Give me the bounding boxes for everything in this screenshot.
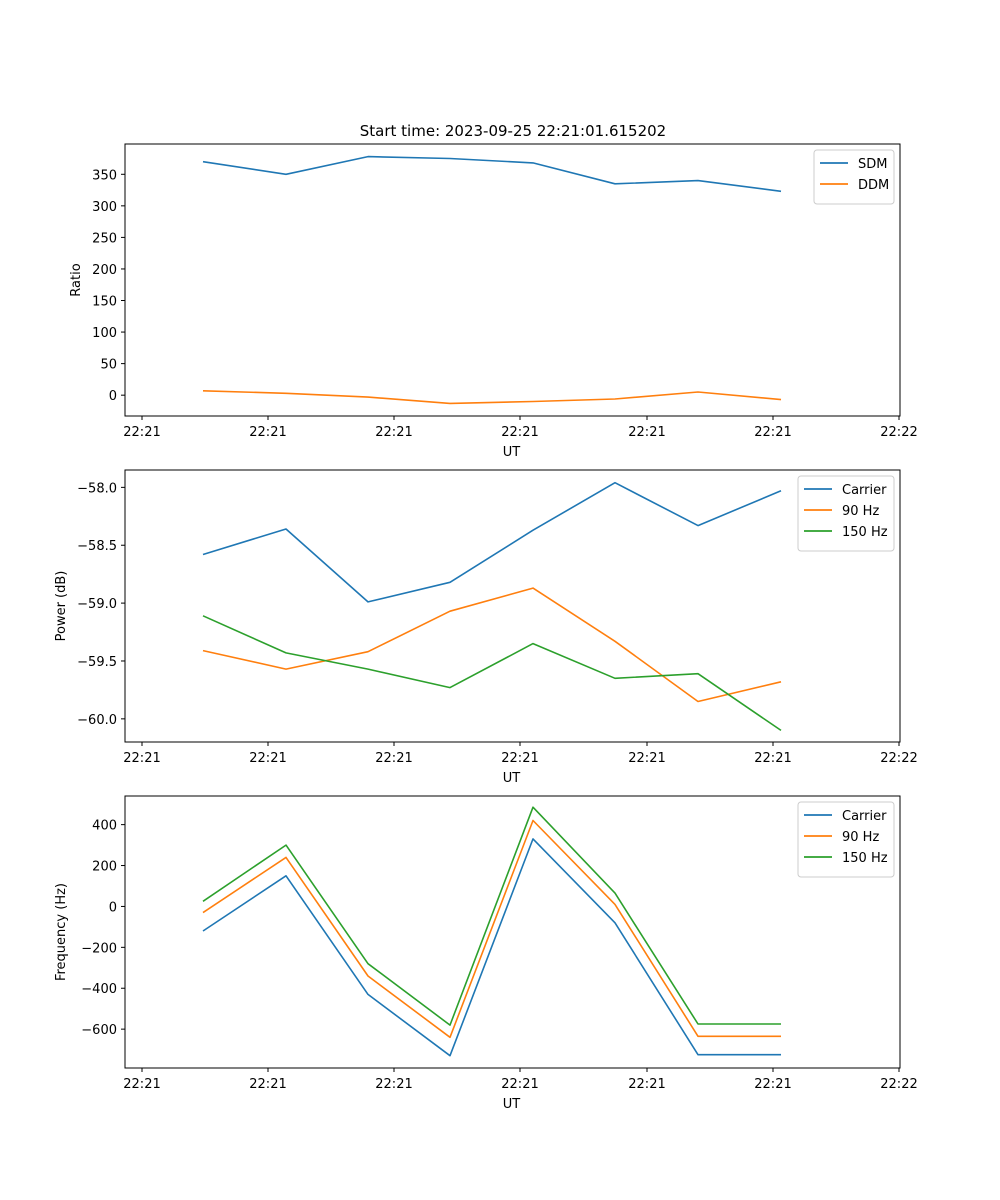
x-tick-label: 22:21 <box>628 751 665 766</box>
legend-label: DDM <box>858 178 889 193</box>
x-tick-label: 22:21 <box>501 425 538 440</box>
legend: SDM DDM <box>813 149 895 205</box>
y-axis-label: Ratio <box>69 263 84 296</box>
y-tick-label: 0 <box>109 900 117 915</box>
y-tick-label: −200 <box>81 941 117 956</box>
series-line-90-hz <box>202 587 782 703</box>
subplot-1: 22:21 22:21 22:21 22:21 22:21 22:21 22:22 0 50 10… <box>69 143 918 460</box>
series-line-carrier <box>202 481 782 603</box>
legend-label: 150 Hz <box>842 525 888 540</box>
x-tick-label: 22:21 <box>249 425 286 440</box>
x-axis-label: UT <box>503 445 521 460</box>
legend-label: 90 Hz <box>842 504 879 519</box>
y-tick-label: −400 <box>81 982 117 997</box>
x-tick-label: 22:21 <box>375 425 412 440</box>
x-tick-label: 22:21 <box>754 1077 791 1092</box>
y-axis-label: Power (dB) <box>54 571 69 642</box>
y-tick-label: 350 <box>92 168 117 183</box>
x-tick-label: 22:21 <box>754 425 791 440</box>
subplot-2: 22:21 22:21 22:21 22:21 22:21 22:21 22:22 −60.0… <box>54 469 918 786</box>
y-tick-label: 50 <box>100 358 117 373</box>
legend-box <box>797 801 895 878</box>
x-tick-label: 22:22 <box>880 425 917 440</box>
y-tick-label: 200 <box>92 860 117 875</box>
series-line-150-hz <box>202 806 781 1026</box>
legend: Carrier 90 Hz 150 Hz <box>797 475 895 552</box>
x-tick-label: 22:21 <box>123 1077 160 1092</box>
y-tick-label: −58.5 <box>77 539 117 554</box>
axes-frame <box>124 143 901 417</box>
x-tick-label: 22:21 <box>123 751 160 766</box>
legend-label: 90 Hz <box>842 830 879 845</box>
y-axis-label: Frequency (Hz) <box>54 883 69 981</box>
y-tick-label: −600 <box>81 1023 117 1038</box>
x-tick-label: 22:22 <box>880 1077 917 1092</box>
x-tick-label: 22:21 <box>501 1077 538 1092</box>
x-tick-label: 22:22 <box>880 751 917 766</box>
x-tick-label: 22:21 <box>375 1077 412 1092</box>
x-tick-label: 22:21 <box>628 1077 665 1092</box>
y-tick-label: 300 <box>92 200 117 215</box>
x-tick-label: 22:21 <box>628 425 665 440</box>
series-line-carrier <box>202 838 781 1057</box>
series-line-ddm <box>202 390 782 405</box>
x-tick-label: 22:21 <box>249 751 286 766</box>
legend-label: SDM <box>858 157 887 172</box>
x-axis-label: UT <box>503 1097 521 1112</box>
x-tick-label: 22:21 <box>249 1077 286 1092</box>
x-tick-label: 22:21 <box>123 425 160 440</box>
y-tick-label: −59.5 <box>77 655 117 670</box>
legend: Carrier 90 Hz 150 Hz <box>797 801 895 878</box>
legend-label: 150 Hz <box>842 851 888 866</box>
series-line-150-hz <box>202 615 782 732</box>
y-tick-label: −58.0 <box>77 481 117 496</box>
subplots: 22:21 22:21 22:21 22:21 22:21 22:21 22:22 0 50 10… <box>54 143 918 1112</box>
y-tick-label: −60.0 <box>77 713 117 728</box>
chart-title: Start time: 2023-09-25 22:21:01.615202 <box>360 122 666 140</box>
x-axis-label: UT <box>503 771 521 786</box>
legend-box <box>797 475 895 552</box>
series-line-sdm <box>202 155 782 193</box>
y-tick-label: 400 <box>92 819 117 834</box>
y-tick-label: −59.0 <box>77 597 117 612</box>
y-tick-label: 150 <box>92 295 117 310</box>
y-tick-label: 200 <box>92 263 117 278</box>
axes-frame <box>124 469 901 743</box>
legend-label: Carrier <box>842 483 887 498</box>
x-tick-label: 22:21 <box>501 751 538 766</box>
series-line-90-hz <box>202 819 781 1039</box>
y-tick-label: 250 <box>92 231 117 246</box>
axes-frame <box>124 795 901 1069</box>
x-tick-label: 22:21 <box>375 751 412 766</box>
y-tick-label: 100 <box>92 326 117 341</box>
subplot-3: 22:21 22:21 22:21 22:21 22:21 22:21 22:22 −600 −… <box>54 795 918 1112</box>
y-tick-label: 0 <box>109 389 117 404</box>
legend-label: Carrier <box>842 809 887 824</box>
x-tick-label: 22:21 <box>754 751 791 766</box>
